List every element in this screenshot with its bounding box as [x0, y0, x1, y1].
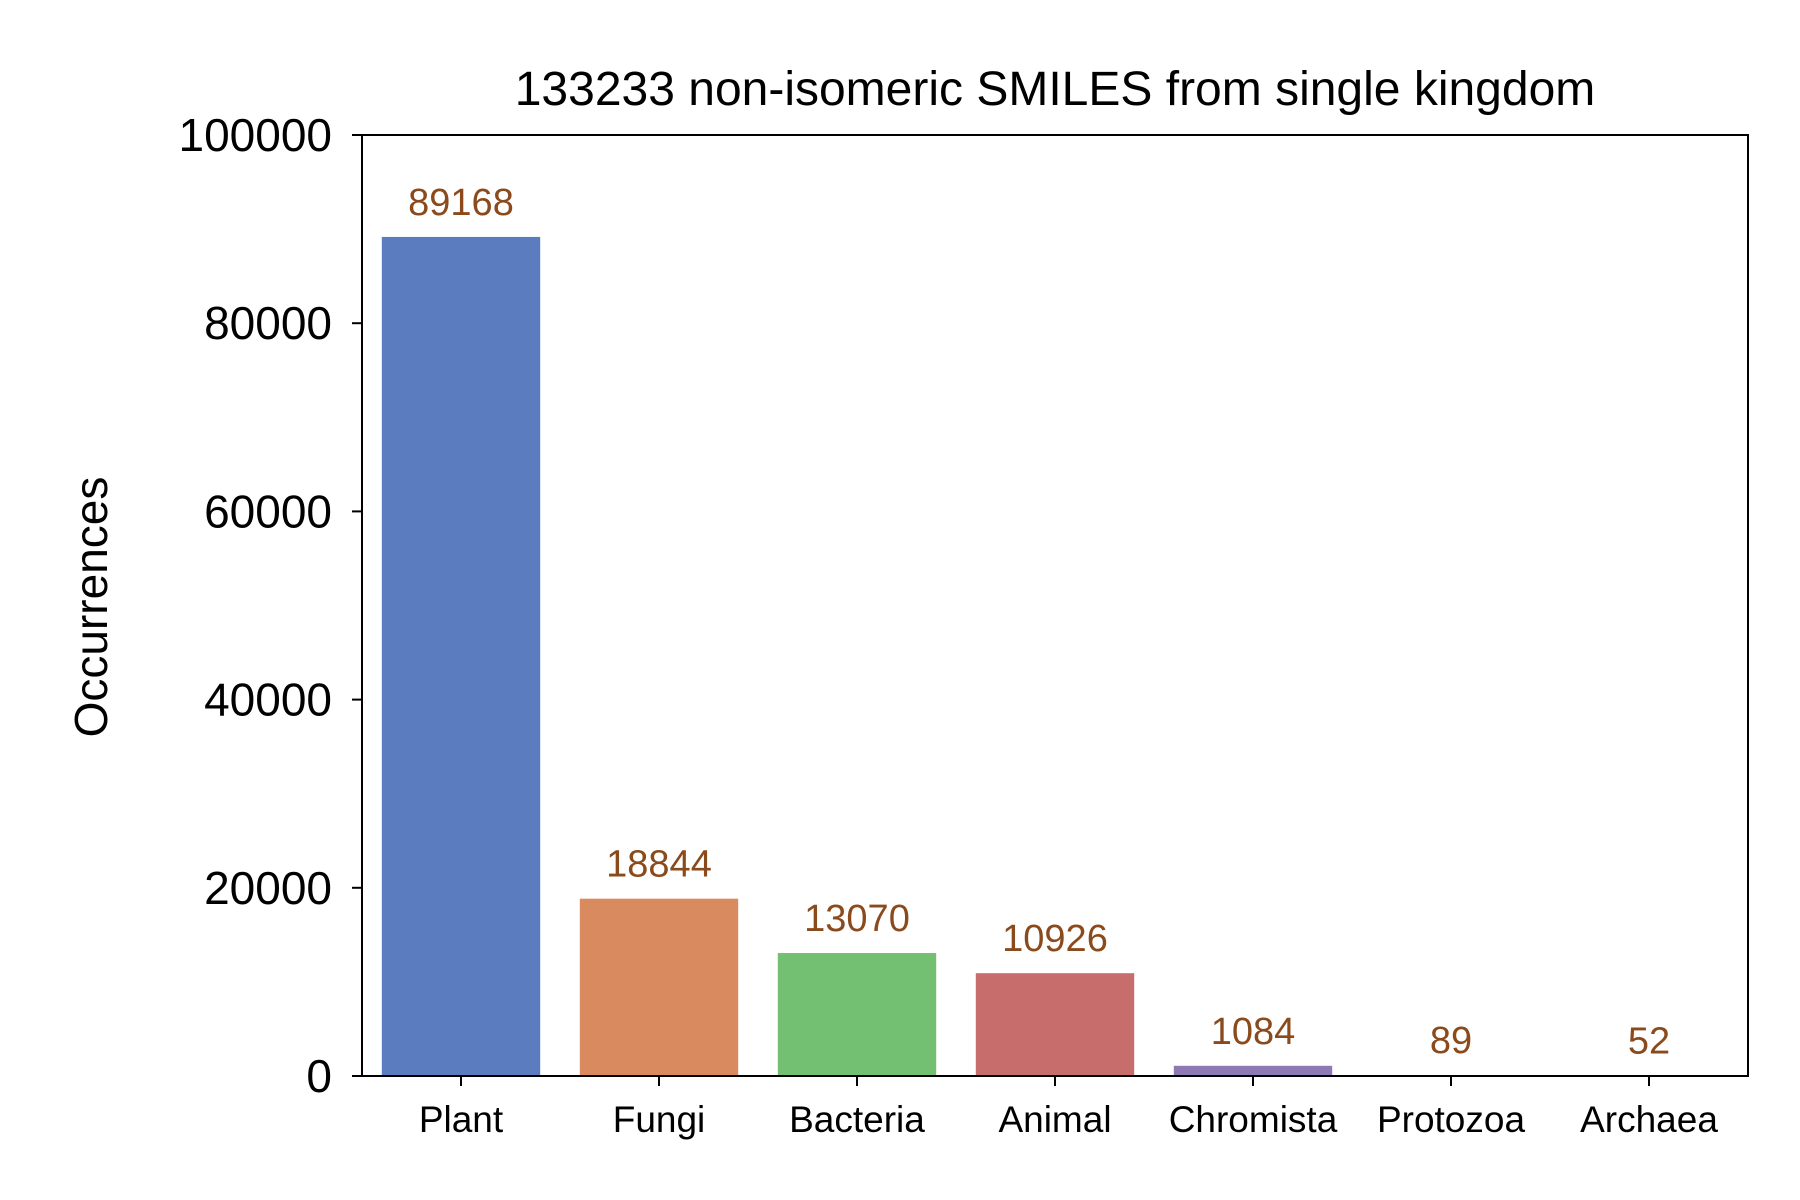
- x-tick-label-plant: Plant: [419, 1099, 504, 1140]
- x-tick-label-chromista: Chromista: [1169, 1099, 1338, 1140]
- plot-frame: [361, 134, 1749, 1077]
- bar-plant: [381, 236, 541, 1076]
- data-label-protozoa: 89: [1430, 1020, 1472, 1062]
- y-tick-label: 0: [306, 1050, 332, 1102]
- x-tick-label-animal: Animal: [998, 1099, 1111, 1140]
- bar-animal: [975, 973, 1135, 1076]
- data-label-plant: 89168: [408, 182, 514, 224]
- y-tick-label: 60000: [204, 485, 332, 537]
- y-tick-label: 100000: [179, 109, 333, 161]
- y-axis-label: Occurrences: [65, 477, 117, 738]
- x-tick-label-bacteria: Bacteria: [789, 1099, 925, 1140]
- data-label-archaea: 52: [1628, 1021, 1670, 1063]
- data-label-chromista: 1084: [1211, 1011, 1296, 1053]
- y-tick-label: 80000: [204, 297, 332, 349]
- x-axis: Plant Fungi Bacteria Animal Chromista Protozo…: [419, 1076, 1718, 1140]
- chart-title: 133233 non-isomeric SMILES from single k…: [515, 63, 1596, 116]
- data-label-fungi: 18844: [606, 844, 712, 886]
- x-tick-label-archaea: Archaea: [1580, 1099, 1718, 1140]
- y-axis: 0 20000 40000 60000 80000 100000: [179, 109, 362, 1102]
- data-labels-group: 89168 18844 13070 10926 1084 89 52: [408, 182, 1670, 1063]
- bar-fungi: [579, 898, 739, 1076]
- y-tick-label: 20000: [204, 862, 332, 914]
- x-tick-label-protozoa: Protozoa: [1377, 1099, 1526, 1140]
- x-tick-label-fungi: Fungi: [613, 1099, 706, 1140]
- bar-chromista: [1173, 1065, 1333, 1076]
- y-tick-label: 40000: [204, 674, 332, 726]
- data-label-bacteria: 13070: [804, 898, 910, 940]
- bar-bacteria: [777, 953, 937, 1076]
- data-label-animal: 10926: [1002, 918, 1108, 960]
